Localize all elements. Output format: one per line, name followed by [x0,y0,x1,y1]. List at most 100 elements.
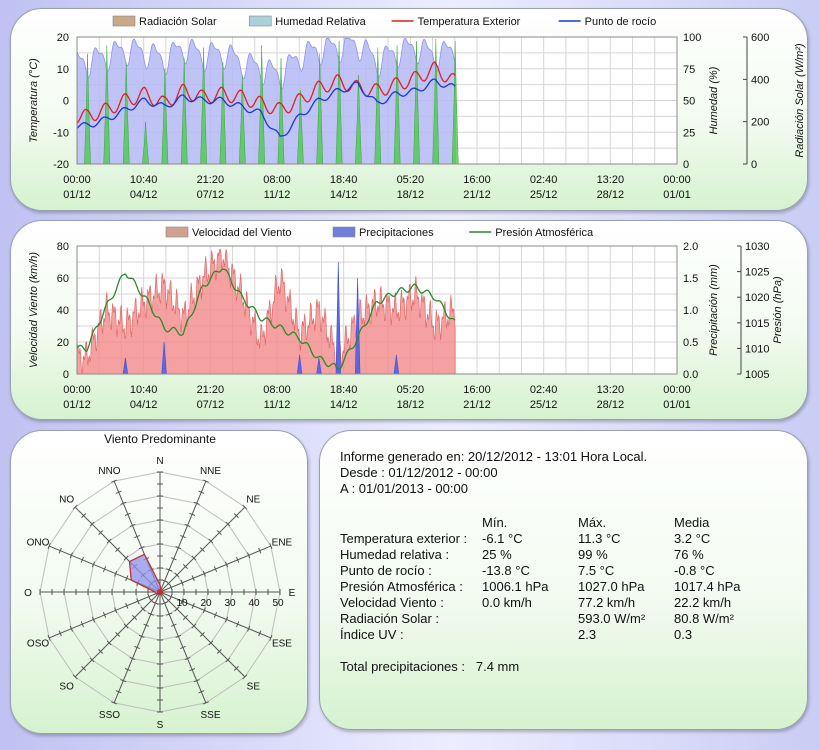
total-precipitation: Total precipitaciones : 7.4 mm [340,659,519,674]
legend-label: Humedad Relativa [275,16,366,28]
wind-rose-tick [258,630,262,637]
wind-rose-tick [58,547,62,554]
stats-avg: -0.8 °C [674,563,715,578]
wind-rose-data-polygon [128,553,164,596]
x-tick-time: 13:20 [597,384,625,396]
left-tick-label: -10 [53,127,69,139]
x-tick-time: 00:00 [63,174,91,186]
wind-rose-direction-label: O [24,588,32,599]
wind-rose-tick [81,513,87,519]
right-tick-label: 0.0 [683,369,698,381]
wind-rose-tick [193,501,200,505]
wind-rose-tick [120,679,127,683]
wind-rose-tick [180,598,184,605]
stats-min [482,627,578,643]
x-tick-time: 13:20 [597,174,625,186]
wind-rose-panel: Viento Predominante N NNE NE ENE E ESE SE SSE S SS… [10,430,308,734]
temperature-humidity-chart: 20100-10-2010075502506004002000Temperatu… [28,15,806,201]
right2-tick-label: 0 [751,159,757,171]
wind-rose-tick [134,534,140,539]
wind-rose-direction-label: N [156,456,163,467]
right2-tick-label: 1020 [745,292,769,304]
right1-axis-label: Humedad (%) [708,66,720,134]
wind-rose-tick [191,555,197,561]
wind-rose-tick [91,616,96,623]
x-tick-date: 21/12 [463,399,491,411]
wind-rose-tick [80,621,84,628]
wind-rose-tick [191,602,195,609]
right-tick-label: 0 [683,159,689,171]
stats-max: 99 % [578,547,608,562]
wind-rose-tick [69,552,73,559]
wind-rose-tick [203,701,209,705]
temperature-humidity-panel: 20 10 0 -10 -20 100 75 50 25 0 600 400 200 0 Temperatu… [10,8,808,211]
legend-swatch [248,15,272,27]
x-tick-date: 01/01 [663,399,691,411]
total-precipitation-label: Total precipitaciones : [340,659,466,674]
x-tick-date: 01/12 [63,189,91,201]
x-tick-date: 11/12 [264,399,291,411]
right-tick-label: 2.0 [683,241,698,253]
wind-rose-tick [89,521,95,527]
wind-rose-tick [198,690,205,694]
wind-rose-tick [233,665,239,671]
stats-label: Temperatura exterior : [340,531,468,546]
x-tick-date: 14/12 [330,189,358,201]
x-tick-time: 08:00 [263,174,291,186]
stats-label: Humedad relativa : [340,547,450,562]
wind-rose-tick [147,612,154,616]
wind-rose-tick [124,668,131,672]
wind-rose-tick [199,547,205,553]
x-tick-time: 08:00 [263,384,291,396]
wind-rose-tick [72,504,78,510]
x-tick-time: 02:40 [530,384,558,396]
wind-rose-tick [102,612,107,618]
wind-speed-area [76,248,456,375]
right2-tick-label: 1010 [745,343,769,355]
x-tick-date: 25/12 [530,399,558,411]
x-tick-time: 16:00 [463,174,491,186]
wind-rose-tick [123,555,129,561]
x-tick-date: 04/12 [130,399,158,411]
right2-tick-label: 400 [751,74,769,86]
wind-rose-tick [124,512,131,516]
stats-row-pressure: Presión Atmosférica : 1006.1 hPa 1027.0 … [340,579,764,595]
wind-rose-center [157,589,163,595]
left-tick-label: 60 [57,273,69,285]
wind-rose-radial-label: 30 [224,598,236,609]
right2-tick-label: 1030 [745,241,769,253]
wind-rose-tick [166,612,173,616]
wind-rose-direction-label: NNO [98,466,120,477]
wind-rose-tick [134,645,140,650]
x-tick-date: 04/12 [130,189,158,201]
wind-rose-chart: Viento Predominante N NNE NE ENE E ESE SE SSE S SS… [24,432,296,731]
wind-rose-tick [91,561,96,568]
stats-header-avg: Media [674,515,710,530]
x-tick-time: 00:00 [663,384,691,396]
wind-rose-tick [224,561,229,568]
legend-label: Punto de rocío [585,16,657,28]
right-tick-label: 75 [683,64,695,76]
left-tick-label: 20 [57,32,69,44]
wind-rose-tick [191,575,195,582]
stats-max: 1027.0 hPa [578,579,645,594]
stats-label: Índice UV : [340,627,404,642]
wind-rose-tick [203,479,209,483]
wind-rose-tick [80,556,84,563]
right-tick-label: 25 [683,127,695,139]
wind-rose-tick [123,623,129,629]
wind-rose-tick [106,538,112,544]
wind-rose-tick [111,701,117,705]
right2-tick-label: 1025 [745,267,769,279]
x-tick-time: 18:40 [330,174,358,186]
legend-swatch [332,226,356,238]
right2-tick-label: 1005 [745,369,769,381]
wind-rose-tick [236,621,240,628]
x-tick-date: 28/12 [597,189,625,201]
x-tick-time: 18:40 [330,384,358,396]
stats-row-humidity: Humedad relativa : 25 % 99 % 76 % [340,547,764,563]
wind-rose-tick [191,623,197,629]
wind-rose-radial-label: 20 [200,598,212,609]
stats-min [482,611,578,627]
wind-rose-radial-label: 50 [272,598,284,609]
